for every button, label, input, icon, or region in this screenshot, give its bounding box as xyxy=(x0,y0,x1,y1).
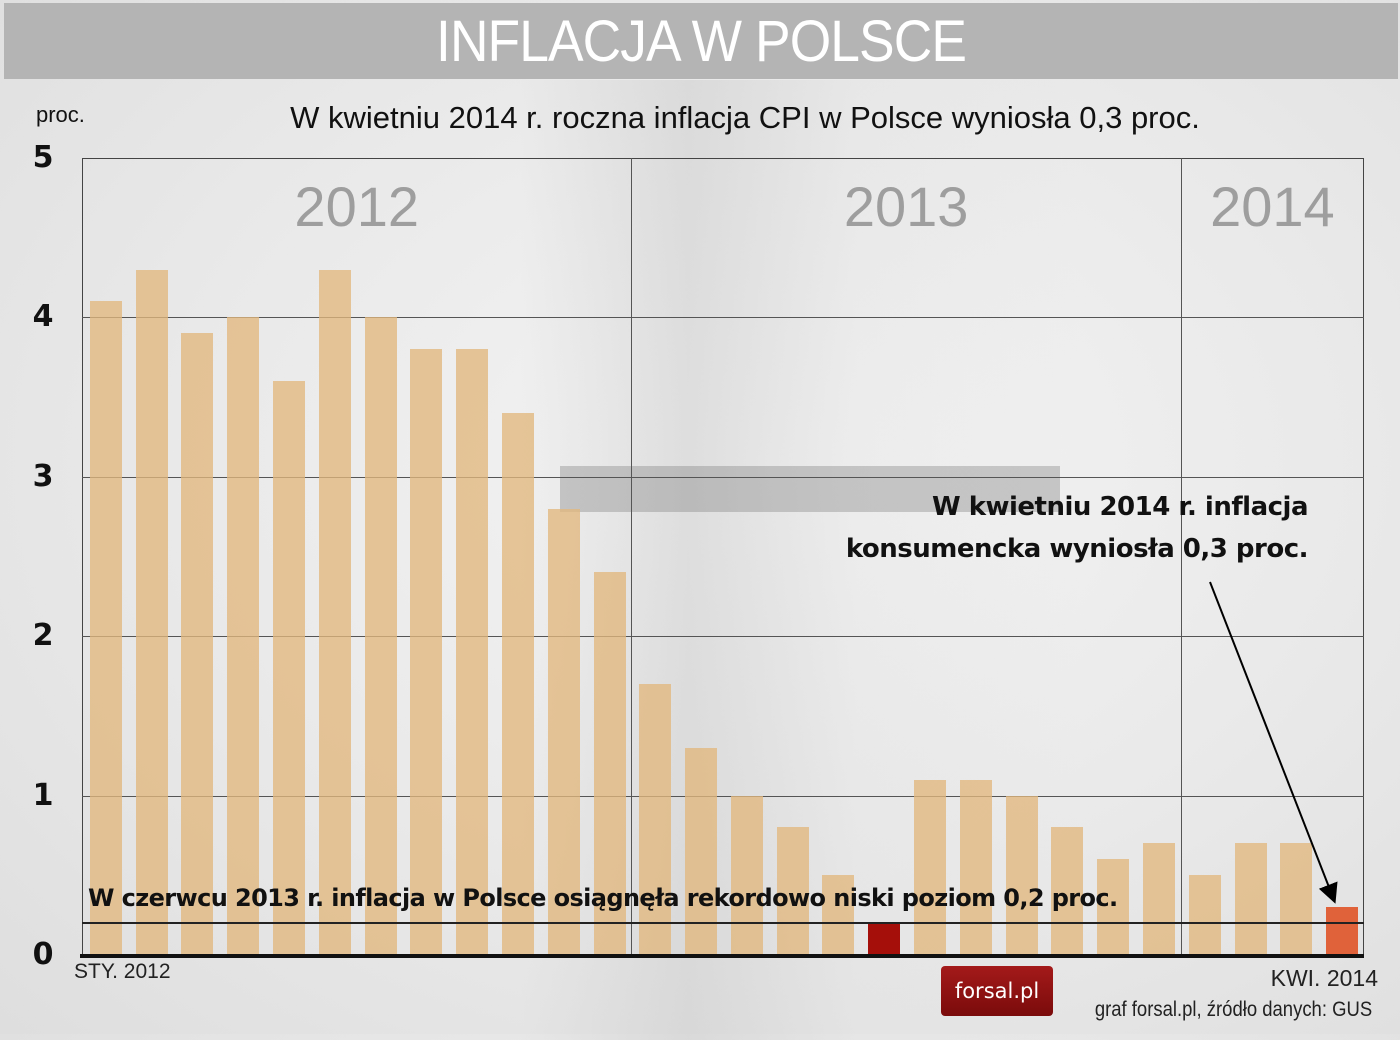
bar-2012-05 xyxy=(273,381,306,955)
bar-2014-04 xyxy=(1326,907,1359,955)
bar-2013-04 xyxy=(776,827,809,955)
bar-2012-10 xyxy=(501,413,534,955)
bar-2012-01 xyxy=(89,301,122,955)
source-credit: graf forsal.pl, źródło danych: GUS xyxy=(1094,998,1372,1021)
y-tick-label: 5 xyxy=(32,140,54,175)
bar-2014-03 xyxy=(1280,843,1313,955)
y-axis-line xyxy=(82,158,83,955)
bar-2013-11 xyxy=(1097,859,1130,955)
y-tick-label: 3 xyxy=(32,458,54,494)
bar-2012-11 xyxy=(547,508,580,955)
year-divider xyxy=(631,158,633,955)
year-label: 2012 xyxy=(294,175,419,238)
x-axis-line xyxy=(80,954,1364,958)
y-axis-unit-label: proc. xyxy=(36,102,85,127)
bar-2012-06 xyxy=(318,269,351,955)
bar-2013-10 xyxy=(1051,827,1084,955)
latest-value-annotation: W kwietniu 2014 r. inflacja konsumencka … xyxy=(845,486,1309,570)
bar-2013-05 xyxy=(822,875,855,955)
gridline xyxy=(82,795,1364,797)
bar-2012-07 xyxy=(364,317,397,955)
bar-2014-01 xyxy=(1188,875,1221,955)
chart-subtitle: W kwietniu 2014 r. roczna inflacja CPI w… xyxy=(290,100,1200,135)
bar-2012-04 xyxy=(227,317,260,955)
title-band: INFLACJA W POLSCE xyxy=(4,3,1398,79)
latest-annotation-line-2: konsumencka wyniosła 0,3 proc. xyxy=(845,534,1309,564)
bar-2013-08 xyxy=(959,779,992,955)
x-axis-start-label: STY. 2012 xyxy=(74,960,171,983)
y-tick-label: 4 xyxy=(32,299,54,335)
x-axis-end-label: KWI. 2014 xyxy=(1270,965,1378,991)
year-label: 2014 xyxy=(1210,175,1335,238)
bar-2012-09 xyxy=(456,349,489,955)
plot-frame-top xyxy=(82,158,1364,159)
y-tick-label: 2 xyxy=(32,618,54,654)
forsal-logo: forsal.pl xyxy=(941,966,1053,1016)
record-low-annotation: W czerwcu 2013 r. inflacja w Polsce osią… xyxy=(88,884,1118,912)
bar-2013-03 xyxy=(730,795,763,955)
bar-2012-08 xyxy=(410,349,443,955)
gridline xyxy=(82,317,1364,319)
year-label: 2013 xyxy=(843,175,969,238)
bar-2013-07 xyxy=(914,779,947,955)
record-low-reference-line xyxy=(82,922,1364,925)
bar-2013-06 xyxy=(868,923,901,955)
bar-2013-02 xyxy=(685,747,718,955)
chart-title: INFLACJA W POLSCE xyxy=(436,8,967,74)
bar-2012-02 xyxy=(135,269,168,955)
bar-2013-01 xyxy=(639,684,672,955)
bar-2013-09 xyxy=(1005,795,1038,955)
plot-area: 2012 2013 2014 xyxy=(80,158,1364,958)
gridline xyxy=(82,636,1364,638)
latest-annotation-line-1: W kwietniu 2014 r. inflacja xyxy=(931,492,1309,522)
y-tick-label: 0 xyxy=(32,937,54,972)
year-divider xyxy=(1180,158,1182,955)
bar-2013-12 xyxy=(1142,843,1175,955)
background-photo-belt xyxy=(560,466,1060,512)
bar-2012-12 xyxy=(593,572,626,955)
bar-2014-02 xyxy=(1234,843,1267,955)
gridline xyxy=(82,476,1364,478)
y-tick-label: 1 xyxy=(32,777,54,813)
bar-2012-03 xyxy=(181,333,214,955)
plot-frame-right xyxy=(1363,158,1364,955)
